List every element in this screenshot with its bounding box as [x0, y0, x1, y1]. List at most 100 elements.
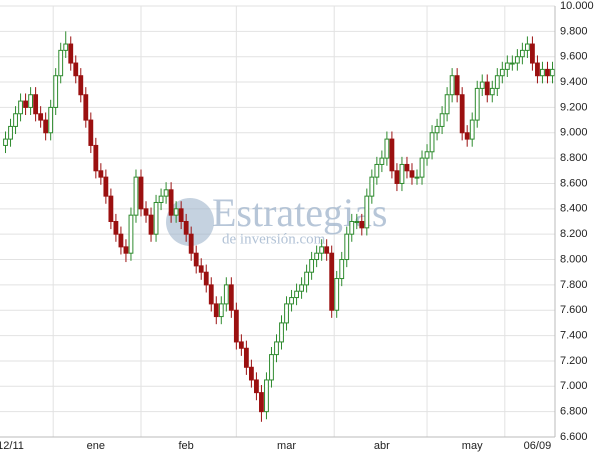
candle-body [509, 62, 515, 65]
candle-body [289, 297, 294, 305]
candle-body [379, 157, 385, 165]
candle-body [183, 221, 189, 235]
y-tick-label: 7.600 [560, 304, 588, 316]
candle-body [409, 170, 415, 178]
candle-body [514, 56, 520, 64]
candle-body [484, 81, 490, 96]
candle-body [294, 290, 299, 299]
candle-body [254, 379, 259, 394]
y-tick-label: 6.800 [560, 406, 588, 418]
candle-body [429, 132, 435, 153]
candle-body [68, 43, 74, 64]
y-tick-label: 8.800 [560, 152, 588, 164]
y-tick-label: 9.800 [560, 25, 588, 37]
candle-body [88, 119, 94, 146]
candle-body [274, 341, 279, 356]
candle-body [394, 170, 400, 184]
candle-body [83, 94, 89, 121]
x-tick-label: abr [374, 440, 390, 452]
candle-body [73, 62, 79, 77]
candle-body [128, 214, 134, 254]
candle-body [284, 303, 289, 324]
candle-body [138, 176, 144, 210]
watermark: Estrategias de inversión.com [166, 190, 388, 247]
candle-body [535, 62, 540, 77]
candle-body [550, 68, 555, 77]
candle-body [540, 68, 545, 77]
candle-body [208, 284, 214, 305]
x-tick-label: may [462, 440, 483, 452]
candle-body [414, 176, 420, 179]
candle-body [218, 303, 224, 318]
candle-body [464, 132, 470, 140]
candle-body [259, 392, 264, 413]
candle-body [434, 125, 440, 134]
candle-body [153, 201, 159, 235]
candle-body [243, 347, 249, 368]
candle-body [479, 81, 485, 89]
candle-body [314, 252, 320, 261]
candle-body [48, 106, 54, 134]
candle-body [238, 341, 244, 349]
y-tick-label: 9.200 [560, 101, 588, 113]
candle-body [158, 195, 164, 203]
candle-body [223, 284, 229, 305]
x-tick-label: feb [179, 440, 194, 452]
candle-body [213, 303, 219, 318]
candle-body [163, 189, 169, 197]
candle-body [78, 75, 84, 96]
watermark-subtitle: de inversión.com [222, 231, 326, 247]
candle-body [404, 163, 410, 172]
candle-body [419, 157, 425, 178]
candle-body [63, 43, 69, 51]
candle-body [118, 233, 124, 248]
candle-body [3, 138, 8, 146]
candle-body [228, 284, 234, 311]
candle-body [319, 246, 325, 254]
y-tick-label: 7.400 [560, 329, 588, 341]
candle-body [324, 246, 330, 254]
candle-body [33, 94, 39, 115]
candle-body [299, 284, 304, 292]
watermark-title: Estrategias [212, 190, 388, 235]
candle-body [454, 75, 460, 96]
y-tick-label: 9.400 [560, 76, 588, 88]
candle-body [8, 125, 13, 140]
candle-body [103, 176, 109, 197]
candle-body [248, 366, 254, 381]
candle-body [93, 144, 99, 172]
candle-body [193, 252, 199, 267]
candle-body [444, 94, 450, 115]
candle-body [108, 195, 114, 223]
y-tick-label: 7.200 [560, 355, 588, 367]
candle-body [469, 119, 475, 140]
y-tick-label: 6.600 [560, 431, 588, 443]
candle-body [304, 271, 310, 286]
grid [0, 5, 555, 438]
candle-body [449, 75, 455, 96]
candle-body [269, 354, 274, 381]
candle-body [123, 246, 129, 254]
candle-body [13, 113, 18, 127]
y-tick-label: 10.000 [560, 0, 594, 12]
candles [3, 31, 555, 422]
candle-body [38, 113, 44, 121]
candle-body [369, 176, 375, 197]
candle-body [499, 68, 505, 77]
candle-body [344, 233, 350, 261]
candle-body [504, 62, 510, 70]
candle-body [334, 278, 340, 311]
candle-body [364, 195, 370, 229]
candle-body [28, 94, 34, 108]
candle-body [530, 43, 535, 64]
candle-body [198, 265, 204, 273]
candle-body [519, 49, 525, 58]
candle-body [459, 94, 465, 134]
candle-body [474, 87, 480, 121]
candle-body [339, 259, 345, 280]
candle-body [354, 221, 360, 223]
y-tick-label: 7.000 [560, 380, 588, 392]
y-tick-label: 9.600 [560, 51, 588, 63]
y-tick-label: 7.800 [560, 279, 588, 291]
y-tick-label: 9.000 [560, 127, 588, 139]
